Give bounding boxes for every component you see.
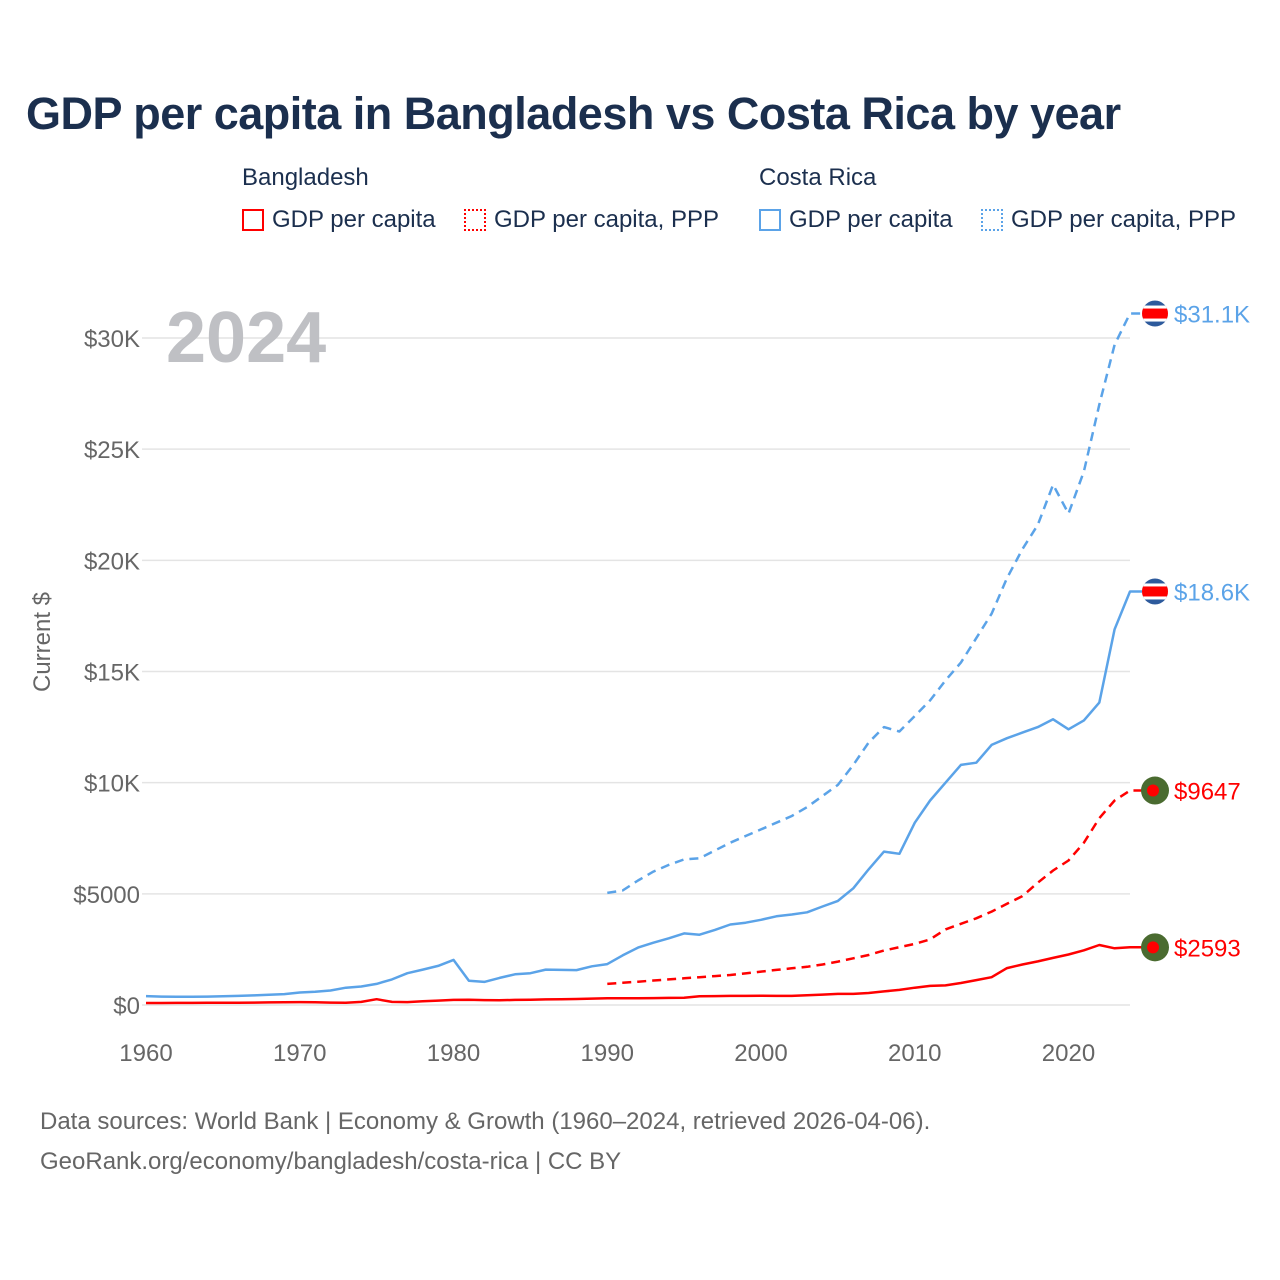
- x-tick-label: 2000: [734, 1040, 787, 1067]
- legend-label: GDP per capita, PPP: [1011, 206, 1236, 233]
- bangladesh-flag-icon: [1141, 776, 1169, 805]
- end-value-label: $2593: [1174, 935, 1241, 962]
- x-tick-label: 2020: [1042, 1040, 1095, 1067]
- y-tick-label: $30K: [84, 326, 140, 353]
- costa-rica-flag-icon: [1142, 578, 1168, 605]
- legend-label: GDP per capita: [789, 206, 953, 233]
- legend-item-bangladesh-ppp[interactable]: GDP per capita, PPP: [464, 206, 719, 234]
- legend-item-costa-rica-gdp[interactable]: GDP per capita: [759, 206, 953, 234]
- end-value-label: $18.6K: [1174, 579, 1250, 606]
- legend-group-costa-rica: Costa Rica: [759, 164, 877, 191]
- year-watermark: 2024: [166, 298, 326, 378]
- x-tick-label: 2010: [888, 1040, 941, 1067]
- legend-swatch-dotted: [464, 209, 486, 231]
- series-line-costa-rica-gdp-per-capita: [145, 590, 1155, 999]
- y-tick-label: $15K: [84, 660, 140, 687]
- legend-item-bangladesh-gdp[interactable]: GDP per capita: [242, 206, 436, 234]
- y-tick-label: $20K: [84, 548, 140, 575]
- y-tick-label: $10K: [84, 771, 140, 798]
- legend-label: GDP per capita, PPP: [494, 206, 719, 233]
- footer-link[interactable]: GeoRank.org/economy/bangladesh/costa-ric…: [40, 1148, 622, 1175]
- footer-sources: Data sources: World Bank | Economy & Gro…: [40, 1108, 931, 1135]
- legend-swatch-dotted: [981, 209, 1003, 231]
- bangladesh-flag-icon: [1141, 933, 1169, 962]
- chart-title: GDP per capita in Bangladesh vs Costa Ri…: [26, 88, 1121, 139]
- costa-rica-flag-icon: [1142, 300, 1168, 327]
- y-tick-label: $0: [113, 993, 140, 1020]
- series-line-bangladesh-gdp-per-capita: [146, 943, 1155, 1005]
- legend-swatch-solid: [242, 209, 264, 231]
- x-tick-label: 1960: [119, 1040, 172, 1067]
- x-tick-label: 1970: [273, 1040, 326, 1067]
- series-line-costa-rica-gdp-per-capita-ppp: [607, 312, 1155, 895]
- y-axis-label: Current $: [29, 592, 56, 692]
- end-value-label: $9647: [1174, 779, 1241, 806]
- series-line-bangladesh-gdp-per-capita-ppp: [607, 789, 1155, 986]
- x-tick-label: 1980: [427, 1040, 480, 1067]
- y-tick-label: $5000: [73, 882, 140, 909]
- legend-swatch-solid: [759, 209, 781, 231]
- y-tick-label: $25K: [84, 437, 140, 464]
- legend-group-bangladesh: Bangladesh: [242, 164, 369, 191]
- legend-label: GDP per capita: [272, 206, 436, 233]
- x-tick-label: 1990: [581, 1040, 634, 1067]
- legend-item-costa-rica-ppp[interactable]: GDP per capita, PPP: [981, 206, 1236, 234]
- end-value-label: $31.1K: [1174, 302, 1250, 329]
